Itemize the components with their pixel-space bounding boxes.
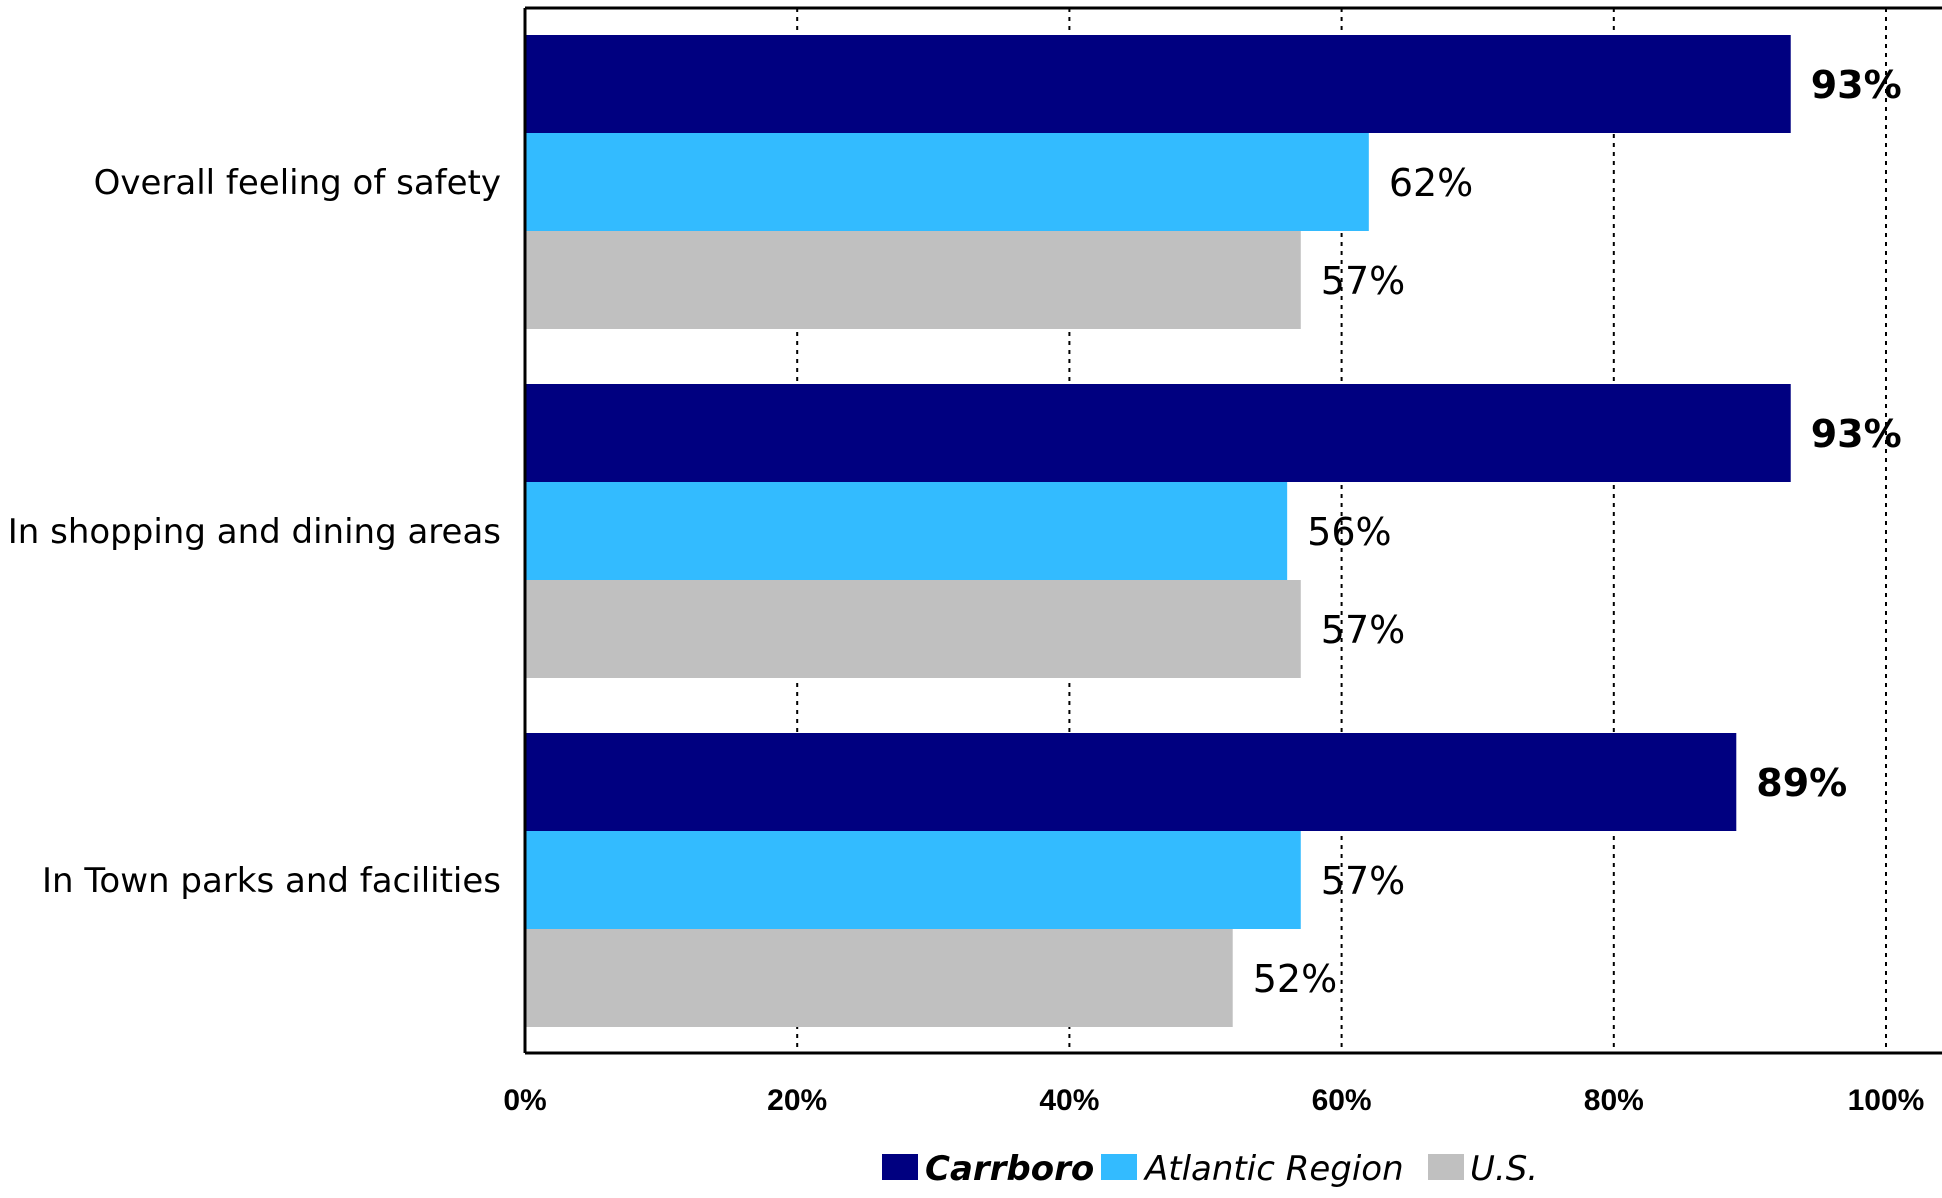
bar-atlantic-region-2 (525, 482, 1288, 580)
legend-label: U.S. (1470, 1149, 1538, 1189)
x-tick-label: 100% (1848, 1084, 1925, 1117)
data-label: 93% (1811, 412, 1902, 456)
x-tick-label: 60% (1312, 1084, 1372, 1117)
bar-atlantic-region-1 (525, 133, 1369, 231)
bar-u-s--2 (525, 580, 1301, 678)
bar-carrboro-3 (525, 733, 1737, 831)
data-label: 56% (1307, 510, 1391, 554)
legend-swatch-atlantic-region (1101, 1154, 1137, 1180)
data-label: 57% (1321, 608, 1405, 652)
category-label: In Town parks and facilities (42, 861, 501, 901)
data-label: 57% (1321, 859, 1405, 903)
x-tick-label: 20% (767, 1084, 827, 1117)
labels: 93% 62% 57% Overall feeling of safety 93% 56%… (8, 63, 1925, 1117)
x-tick-label: 0% (503, 1084, 546, 1117)
legend-swatch-u-s- (1428, 1154, 1464, 1180)
bar-carrboro-2 (525, 384, 1791, 482)
axes (523, 6, 1942, 1055)
legend: Carrboro Atlantic Region U.S. (882, 1149, 1538, 1189)
data-label: 93% (1811, 63, 1902, 107)
bar-carrboro-1 (525, 35, 1791, 133)
legend-label: Atlantic Region (1143, 1149, 1404, 1189)
data-label: 57% (1321, 259, 1405, 303)
legend-label: Carrboro (925, 1149, 1094, 1189)
data-label: 89% (1756, 761, 1847, 805)
category-label: Overall feeling of safety (94, 163, 501, 203)
data-label: 62% (1389, 161, 1473, 205)
x-tick-label: 80% (1584, 1084, 1644, 1117)
bar-u-s--1 (525, 231, 1301, 329)
bars (525, 35, 1791, 1027)
x-tick-label: 40% (1039, 1084, 1099, 1117)
legend-swatch-carrboro (882, 1154, 918, 1180)
bar-atlantic-region-3 (525, 831, 1301, 929)
category-label: In shopping and dining areas (8, 512, 501, 552)
data-label: 52% (1253, 957, 1337, 1001)
bar-u-s--3 (525, 929, 1233, 1027)
